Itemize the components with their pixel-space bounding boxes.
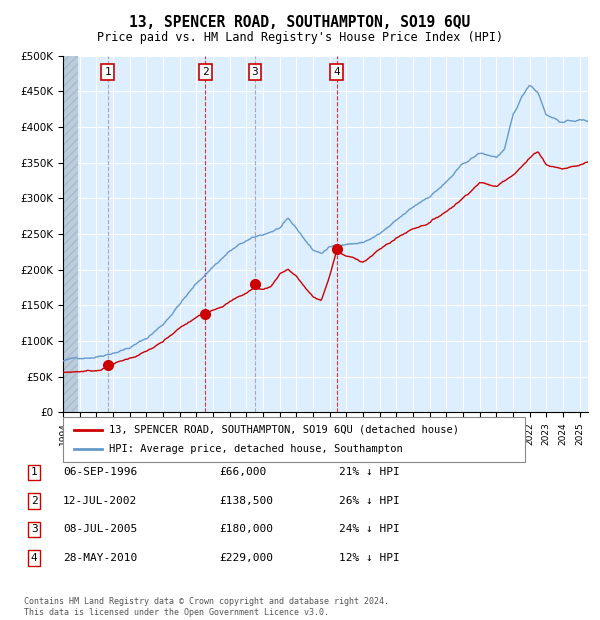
Text: 24% ↓ HPI: 24% ↓ HPI bbox=[339, 525, 400, 534]
Text: 12% ↓ HPI: 12% ↓ HPI bbox=[339, 553, 400, 563]
Text: 4: 4 bbox=[333, 67, 340, 77]
Text: £66,000: £66,000 bbox=[219, 467, 266, 477]
Text: £180,000: £180,000 bbox=[219, 525, 273, 534]
Text: HPI: Average price, detached house, Southampton: HPI: Average price, detached house, Sout… bbox=[109, 445, 403, 454]
Text: 28-MAY-2010: 28-MAY-2010 bbox=[63, 553, 137, 563]
Text: 06-SEP-1996: 06-SEP-1996 bbox=[63, 467, 137, 477]
Text: 3: 3 bbox=[31, 525, 38, 534]
Text: 2: 2 bbox=[202, 67, 209, 77]
Text: 08-JUL-2005: 08-JUL-2005 bbox=[63, 525, 137, 534]
Text: 13, SPENCER ROAD, SOUTHAMPTON, SO19 6QU (detached house): 13, SPENCER ROAD, SOUTHAMPTON, SO19 6QU … bbox=[109, 425, 459, 435]
Text: 12-JUL-2002: 12-JUL-2002 bbox=[63, 496, 137, 506]
Text: 1: 1 bbox=[104, 67, 111, 77]
Text: 3: 3 bbox=[251, 67, 259, 77]
Text: 21% ↓ HPI: 21% ↓ HPI bbox=[339, 467, 400, 477]
Text: 1: 1 bbox=[31, 467, 38, 477]
Text: 4: 4 bbox=[31, 553, 38, 563]
Text: £138,500: £138,500 bbox=[219, 496, 273, 506]
Text: 26% ↓ HPI: 26% ↓ HPI bbox=[339, 496, 400, 506]
Text: £229,000: £229,000 bbox=[219, 553, 273, 563]
Bar bbox=[63, 56, 78, 412]
Text: Contains HM Land Registry data © Crown copyright and database right 2024.
This d: Contains HM Land Registry data © Crown c… bbox=[24, 598, 389, 617]
Text: Price paid vs. HM Land Registry's House Price Index (HPI): Price paid vs. HM Land Registry's House … bbox=[97, 31, 503, 43]
Text: 13, SPENCER ROAD, SOUTHAMPTON, SO19 6QU: 13, SPENCER ROAD, SOUTHAMPTON, SO19 6QU bbox=[130, 16, 470, 30]
Text: 2: 2 bbox=[31, 496, 38, 506]
